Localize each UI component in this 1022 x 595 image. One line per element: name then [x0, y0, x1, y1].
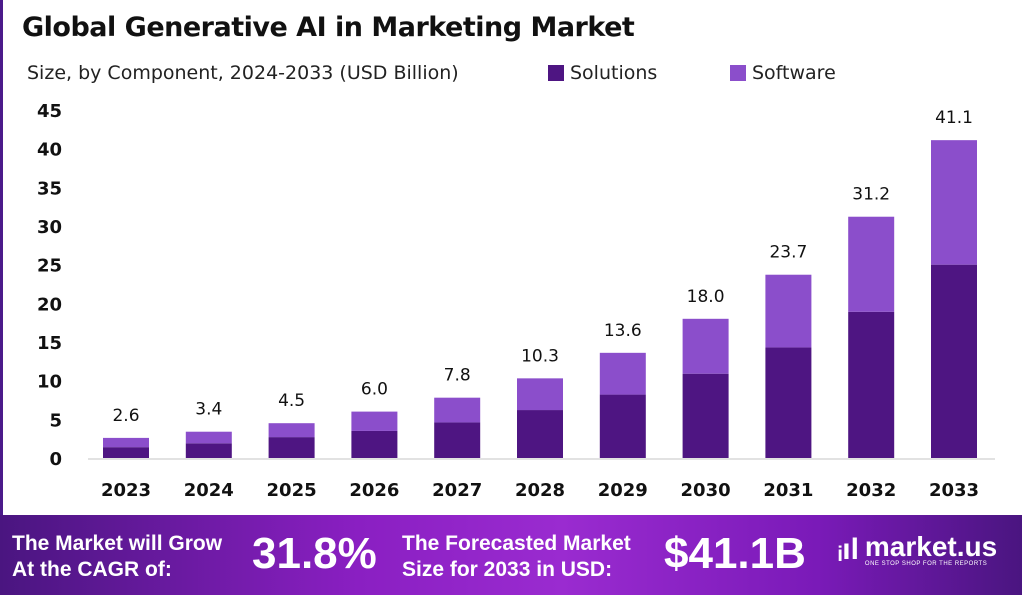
bar-software-2024 [185, 431, 232, 444]
bar-solutions-2028 [517, 410, 563, 458]
data-label-total: 31.2 [852, 185, 890, 205]
y-tick-label: 35 [37, 178, 62, 199]
cagr-label: The Market will Grow At the CAGR of: [12, 531, 222, 583]
y-tick-label: 45 [37, 101, 62, 122]
bar-solutions-2025 [268, 437, 315, 458]
bar-solutions-2024 [185, 443, 232, 458]
x-tick-label: 2031 [763, 480, 813, 501]
stacked-bar-chart: 0510152025303540452.620233.420244.520256… [37, 101, 995, 501]
y-tick-label: 25 [37, 256, 62, 277]
legend-label-software: Software [752, 62, 836, 84]
bar-solutions-2031 [765, 347, 812, 458]
bar-solutions-2023 [103, 447, 149, 458]
forecast-label-line2: Size for 2033 in USD: [402, 558, 613, 581]
bar-software-2025 [268, 423, 315, 438]
legend-swatch-solutions [548, 65, 564, 81]
bar-software-2030 [682, 318, 729, 374]
x-tick-label: 2023 [101, 480, 151, 501]
data-label-total: 23.7 [769, 243, 807, 263]
chart-subtitle: Size, by Component, 2024-2033 (USD Billi… [27, 62, 459, 84]
x-tick-label: 2032 [846, 480, 896, 501]
data-label-total: 18.0 [687, 287, 725, 307]
cagr-label-line2: At the CAGR of: [12, 558, 172, 581]
data-label-total: 6.0 [361, 380, 388, 400]
y-tick-label: 0 [49, 449, 62, 470]
forecast-value: $41.1B [664, 529, 806, 578]
bar-software-2031 [765, 274, 812, 348]
x-tick-label: 2029 [598, 480, 648, 501]
bar-solutions-2029 [599, 394, 646, 458]
data-label-total: 4.5 [278, 391, 305, 411]
cagr-label-line1: The Market will Grow [12, 532, 223, 555]
bar-solutions-2030 [682, 373, 729, 458]
x-tick-label: 2025 [267, 480, 317, 501]
logo-icon: ᵢıl [838, 533, 859, 566]
x-tick-label: 2028 [515, 480, 565, 501]
y-tick-label: 15 [37, 333, 62, 354]
bar-software-2023 [103, 437, 149, 448]
legend-solutions: Solutions [548, 62, 657, 84]
legend-swatch-software [730, 65, 746, 81]
x-tick-label: 2033 [929, 480, 979, 501]
legend-software: Software [730, 62, 836, 84]
data-label-total: 13.6 [604, 321, 642, 341]
data-label-total: 41.1 [935, 108, 973, 128]
cagr-value: 31.8% [252, 529, 377, 578]
data-label-total: 2.6 [112, 406, 139, 426]
x-tick-label: 2024 [184, 480, 234, 501]
y-tick-label: 10 [37, 372, 62, 393]
x-tick-label: 2030 [681, 480, 731, 501]
footer-banner: The Market will Grow At the CAGR of: 31.… [0, 515, 1022, 595]
y-tick-label: 40 [37, 140, 62, 161]
forecast-label-line1: The Forecasted Market [402, 532, 631, 555]
bar-solutions-2026 [351, 430, 398, 458]
bar-software-2029 [599, 352, 646, 395]
x-tick-label: 2026 [349, 480, 399, 501]
logo-name: market.us [864, 531, 998, 562]
y-tick-label: 30 [37, 217, 62, 238]
data-label-total: 3.4 [195, 400, 222, 420]
bar-software-2033 [931, 140, 977, 265]
x-tick-label: 2027 [432, 480, 482, 501]
bar-solutions-2032 [848, 311, 895, 458]
bar-software-2028 [517, 378, 563, 411]
bar-software-2026 [351, 411, 398, 431]
chart-title: Global Generative AI in Marketing Market [22, 12, 635, 43]
forecast-label: The Forecasted Market Size for 2033 in U… [402, 531, 631, 583]
logo-tagline: ONE STOP SHOP FOR THE REPORTS [864, 561, 988, 567]
market-us-logo: ᵢıl market.us ONE STOP SHOP FOR THE REPO… [838, 531, 998, 568]
data-label-total: 10.3 [521, 346, 559, 366]
left-border [0, 0, 3, 515]
bar-software-2027 [434, 397, 481, 423]
y-tick-label: 20 [37, 294, 62, 315]
y-tick-label: 5 [49, 410, 62, 431]
legend-label-solutions: Solutions [570, 62, 658, 84]
bar-software-2032 [848, 216, 895, 312]
bar-solutions-2033 [931, 264, 977, 458]
bar-solutions-2027 [434, 422, 481, 458]
data-label-total: 7.8 [444, 366, 471, 386]
